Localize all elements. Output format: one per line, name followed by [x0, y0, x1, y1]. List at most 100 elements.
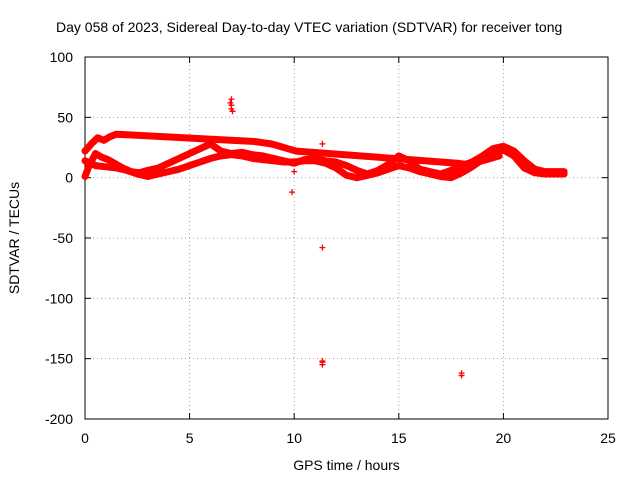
data-point: [395, 162, 402, 169]
x-axis-label: GPS time / hours: [293, 457, 400, 473]
data-point: [217, 148, 224, 155]
data-point: [197, 145, 204, 152]
data-point: [186, 150, 193, 157]
data-point: [479, 157, 486, 164]
data-point: [276, 143, 283, 150]
data-point: [322, 157, 329, 164]
data-point: [270, 155, 277, 162]
data-point: [333, 165, 340, 172]
data-point: [496, 152, 503, 159]
data-point: [105, 156, 112, 163]
y-tick-label: -100: [45, 290, 73, 306]
data-point: [353, 174, 360, 181]
x-tick-labels: 0 5 10 15 20 25: [81, 430, 616, 446]
data-point: [487, 155, 494, 162]
data-point: [144, 167, 151, 174]
data-point: [186, 162, 193, 169]
data-point: [268, 140, 275, 147]
data-point: [107, 133, 114, 140]
data-point: [251, 138, 258, 145]
x-tick-label: 25: [600, 430, 616, 446]
data-point: [165, 168, 172, 175]
data-point: [291, 168, 298, 175]
data-point: [301, 156, 308, 163]
data-point: [113, 131, 120, 138]
data-point: [165, 160, 172, 167]
y-tick-label: -150: [45, 351, 73, 367]
y-tick-labels: -200 -150 -100 -50 0 50 100: [45, 49, 73, 427]
data-point: [416, 166, 423, 173]
data-point: [510, 148, 517, 155]
data-point: [155, 165, 162, 172]
data-point: [385, 161, 392, 168]
data-point: [561, 168, 568, 175]
data-point: [249, 151, 256, 158]
y-tick-label: -50: [53, 230, 73, 246]
data-point: [458, 372, 465, 379]
data-point: [454, 160, 461, 167]
series-sdtvar-band-b: [81, 140, 568, 180]
data-point: [238, 149, 245, 156]
data-point: [406, 165, 413, 172]
data-point: [458, 169, 465, 176]
data-point: [471, 158, 478, 165]
data-point: [155, 171, 162, 178]
y-tick-label: 50: [57, 109, 73, 125]
y-tick-label: 0: [65, 170, 73, 186]
data-point: [227, 99, 234, 106]
data-point: [82, 148, 88, 155]
data-point: [98, 154, 105, 161]
data-point: [86, 162, 93, 169]
y-tick-label: 100: [50, 49, 74, 65]
data-point: [88, 140, 95, 147]
data-point: [319, 140, 326, 147]
data-point: [128, 168, 135, 175]
data-point: [437, 171, 444, 178]
y-tick-label: -200: [45, 411, 73, 427]
y-axis-label: SDTVAR / TECUs: [6, 182, 22, 294]
data-point: [333, 158, 340, 165]
data-point: [552, 168, 559, 175]
data-point: [259, 152, 266, 159]
data-point: [102, 163, 109, 170]
data-point: [343, 172, 350, 179]
x-tick-label: 5: [186, 430, 194, 446]
data-point: [280, 157, 287, 164]
data-point: [228, 150, 235, 157]
data-points: [81, 96, 568, 379]
data-point: [448, 167, 455, 174]
data-point: [94, 134, 101, 141]
data-point: [353, 167, 360, 174]
data-point: [259, 139, 266, 146]
data-point: [293, 148, 300, 155]
data-point: [82, 157, 88, 164]
data-point: [291, 160, 298, 167]
chart-title: Day 058 of 2023, Sidereal Day-to-day VTE…: [56, 19, 562, 35]
x-tick-label: 0: [81, 430, 89, 446]
data-point: [100, 137, 107, 144]
data-point: [542, 168, 549, 175]
data-point: [197, 158, 204, 165]
data-point: [176, 166, 183, 173]
data-point: [229, 108, 236, 115]
data-point: [289, 189, 296, 196]
data-point: [176, 155, 183, 162]
data-point: [319, 244, 326, 251]
x-tick-label: 20: [496, 430, 512, 446]
data-point: [136, 169, 143, 176]
data-point: [500, 143, 507, 150]
data-point: [448, 174, 455, 181]
data-point: [427, 168, 434, 175]
data-point: [119, 165, 126, 172]
series-sdtvar-band-c: [81, 130, 503, 168]
x-tick-label: 15: [391, 430, 407, 446]
data-point: [521, 165, 528, 172]
x-tick-label: 10: [286, 430, 302, 446]
data-point: [207, 155, 214, 162]
data-point: [489, 145, 496, 152]
data-point: [531, 166, 538, 173]
data-point: [312, 155, 319, 162]
data-point: [228, 96, 235, 103]
data-point: [111, 160, 118, 167]
